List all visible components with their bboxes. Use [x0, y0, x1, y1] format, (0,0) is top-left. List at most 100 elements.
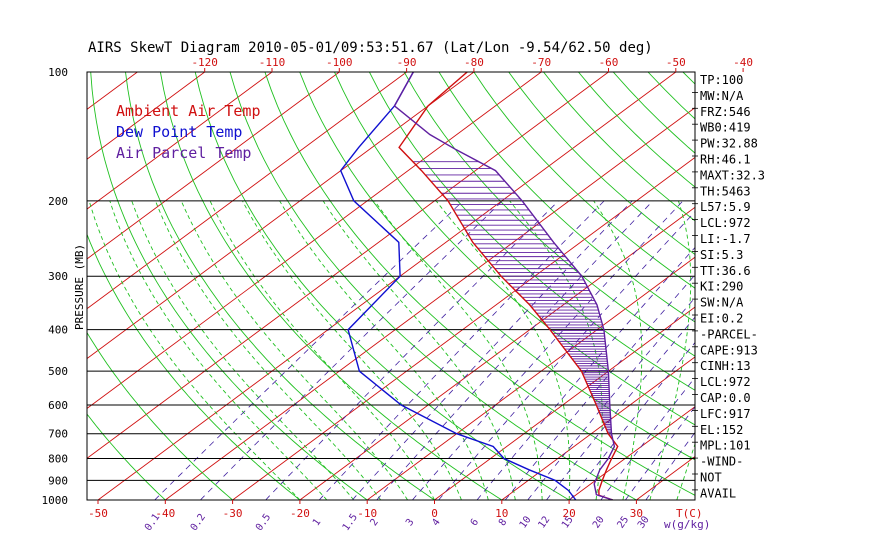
- sounding-profiles: [339, 72, 619, 500]
- isotherm-line: [87, 72, 340, 260]
- legend-entry: Air Parcel Temp: [116, 144, 251, 162]
- bottom-temp-tick-label: 0: [431, 507, 438, 520]
- mixing-ratio-tick-label: 1: [311, 517, 323, 528]
- dry-adiabat-line: [87, 413, 166, 500]
- isotherm-line: [434, 306, 695, 500]
- dry-adiabat-line: [125, 72, 435, 500]
- isotherm-line: [87, 72, 475, 360]
- index-entry: MAXT:32.3: [700, 168, 765, 182]
- mixing-ratio-tick-label: 3: [404, 517, 416, 528]
- legend-entry: Dew Point Temp: [116, 123, 242, 141]
- mixing-ratio-line: [412, 200, 684, 500]
- moist-adiabat-line: [209, 200, 435, 500]
- mixing-ratio-line: [476, 246, 695, 500]
- index-entry: CAPE:913: [700, 343, 758, 357]
- dry-adiabat-line: [87, 331, 233, 500]
- pressure-tick-label: 1000: [42, 494, 69, 507]
- legend: Ambient Air Temp Dew Point Temp Air Parcel…: [116, 102, 261, 162]
- index-entry: EL:152: [700, 423, 743, 437]
- dry-adiabat-line: [473, 72, 695, 289]
- index-entry: PW:32.88: [700, 137, 758, 151]
- index-entry: CAP:0.0: [700, 391, 751, 405]
- index-entry: MW:N/A: [700, 89, 744, 103]
- top-temp-tick-label: -80: [464, 56, 484, 69]
- dry-adiabat-line: [229, 72, 637, 500]
- index-entry: SI:5.3: [700, 248, 743, 262]
- index-entry: SW:N/A: [700, 296, 744, 310]
- index-entry: TT:36.6: [700, 264, 751, 278]
- isotherm-line: [771, 72, 870, 500]
- mixing-ratio-line: [600, 376, 695, 500]
- top-temp-tick-label: -110: [259, 56, 286, 69]
- moist-adiabat-line: [242, 200, 462, 500]
- mixing-ratio-tick-label: 8: [497, 517, 509, 528]
- isotherm-line: [838, 72, 870, 500]
- pressure-tick-label: 700: [48, 428, 68, 441]
- isotherm-line: [299, 206, 695, 500]
- moist-adiabat-line: [593, 200, 643, 500]
- dry-adiabat-line: [368, 72, 695, 391]
- dry-adiabat-line: [403, 72, 695, 357]
- index-entry: AVAIL: [700, 486, 736, 500]
- moist-adiabat-line: [109, 200, 328, 500]
- bottom-temp-tick-label: 30: [630, 507, 643, 520]
- mixing-ratio-line: [376, 200, 654, 500]
- moist-adiabat-line: [279, 200, 489, 500]
- mixing-ratio-line: [569, 341, 695, 500]
- pressure-tick-label: 600: [48, 399, 68, 412]
- isotherm-line: [501, 356, 695, 500]
- isotherm-line: [87, 72, 205, 160]
- dry-adiabat-line: [194, 72, 570, 500]
- mixing-ratio-line: [438, 211, 695, 500]
- isotherm-line: [165, 107, 695, 500]
- mixing-ratio-line: [200, 200, 503, 500]
- moist-adiabat-line: [649, 200, 692, 500]
- pressure-tick-label: 500: [48, 365, 68, 378]
- moist-adiabat-line: [180, 200, 408, 500]
- mixing-ratio-tick-label: 0.5: [254, 512, 273, 533]
- isotherm-line: [97, 72, 677, 500]
- mixing-ratio-tick-label: 6: [469, 517, 481, 528]
- isotherm-line: [568, 406, 695, 500]
- index-entry: KI:290: [700, 280, 743, 294]
- dry-adiabat-line: [87, 233, 301, 500]
- top-temp-tick-label: -90: [397, 56, 417, 69]
- index-entry: RH:46.1: [700, 153, 751, 167]
- pressure-tick-label: 400: [48, 324, 68, 337]
- grid-lines: [87, 72, 870, 500]
- bottom-temp-tick-label: 20: [562, 507, 575, 520]
- dry-adiabat-line: [90, 72, 368, 500]
- mixing-ratio-tick-label: 12: [536, 514, 552, 530]
- mixing-ratio-line: [546, 316, 695, 500]
- index-entry: FRZ:546: [700, 105, 751, 119]
- bottom-temp-tick-label: -40: [155, 507, 175, 520]
- mixing-ratio-tick-label: 10: [518, 514, 534, 530]
- moist-adiabat-line: [88, 200, 301, 500]
- dry-adiabat-line: [159, 72, 503, 500]
- isotherm-line: [87, 72, 273, 210]
- plot-frame: [86, 71, 696, 501]
- bottom-temp-tick-label: -30: [223, 507, 243, 520]
- top-temp-tick-label: -70: [531, 56, 551, 69]
- mixing-ratio-line: [352, 200, 633, 500]
- dry-adiabat-line: [334, 72, 695, 426]
- bottom-temp-tick-label: -50: [88, 507, 108, 520]
- pressure-tick-label: 100: [48, 66, 68, 79]
- y-axis-label: PRESSURE (MB): [73, 244, 86, 330]
- bottom-temp-tick-label: -20: [290, 507, 310, 520]
- mixing-ratio-tick-label: 2: [368, 517, 380, 528]
- pressure-tick-label: 900: [48, 474, 68, 487]
- index-entry: LFC:917: [700, 407, 751, 421]
- dry-adiabat-line: [264, 72, 695, 496]
- index-entry: EI:0.2: [700, 312, 743, 326]
- mixing-ratio-line: [625, 406, 695, 500]
- mixing-ratio-unit-label: w(g/kg): [664, 518, 710, 531]
- x-axis-unit-label: T(C): [676, 507, 703, 520]
- ambient-temp-profile: [398, 72, 619, 500]
- index-entry: LI:-1.7: [700, 232, 751, 246]
- isotherm-line: [366, 256, 695, 500]
- index-entry: L57:5.9: [700, 200, 751, 214]
- dry-adiabat-line: [299, 72, 695, 461]
- top-temp-tick-label: -50: [666, 56, 686, 69]
- mixing-ratio-line: [265, 200, 559, 500]
